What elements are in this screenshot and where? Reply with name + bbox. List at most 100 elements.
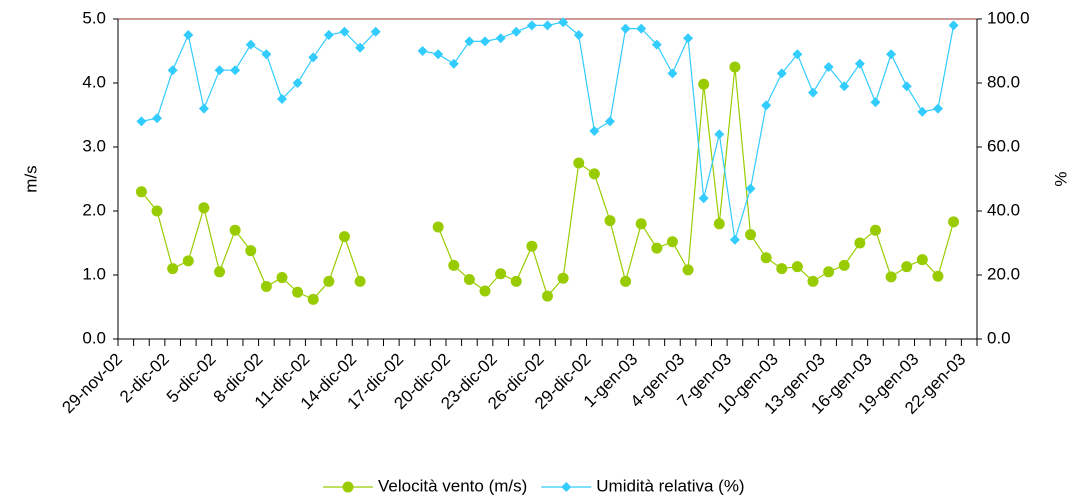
data-point bbox=[214, 65, 225, 76]
series-line bbox=[422, 21, 955, 240]
data-point bbox=[948, 20, 959, 31]
data-point bbox=[292, 78, 303, 88]
data-point bbox=[635, 218, 647, 230]
data-point bbox=[604, 116, 615, 127]
data-point bbox=[636, 23, 647, 34]
data-point bbox=[917, 106, 928, 117]
data-point bbox=[198, 103, 209, 114]
y2-tick-label: 100.0 bbox=[987, 8, 1030, 27]
data-point bbox=[167, 65, 178, 76]
data-point bbox=[260, 281, 272, 293]
y-tick-label: 4.0 bbox=[82, 72, 106, 91]
data-point bbox=[776, 263, 788, 275]
data-point bbox=[808, 87, 819, 98]
x-tick-label: 2-dic-02 bbox=[116, 350, 173, 407]
data-point bbox=[557, 272, 569, 284]
data-point bbox=[245, 245, 257, 257]
data-point bbox=[292, 286, 304, 298]
data-point bbox=[651, 39, 662, 50]
x-tick-label: 5-dic-02 bbox=[163, 350, 220, 407]
data-point bbox=[666, 236, 678, 248]
y-tick-label: 3.0 bbox=[82, 136, 106, 155]
data-point bbox=[339, 26, 350, 37]
data-point bbox=[886, 49, 897, 60]
data-point bbox=[869, 224, 881, 236]
data-point bbox=[745, 229, 757, 241]
data-point bbox=[355, 42, 366, 53]
data-point bbox=[511, 26, 522, 37]
series-line bbox=[141, 31, 377, 122]
data-point bbox=[854, 237, 866, 249]
data-point bbox=[182, 255, 194, 267]
data-point bbox=[807, 275, 819, 287]
data-point bbox=[620, 23, 631, 34]
data-point bbox=[261, 49, 272, 60]
data-point bbox=[698, 193, 709, 204]
data-point bbox=[792, 49, 803, 60]
y2-tick-label: 60.0 bbox=[987, 136, 1020, 155]
data-point bbox=[948, 216, 960, 228]
data-point bbox=[354, 275, 366, 287]
data-point bbox=[510, 275, 522, 287]
data-point bbox=[823, 266, 835, 278]
data-point bbox=[432, 221, 444, 233]
y2-tick-label: 0.0 bbox=[987, 328, 1011, 347]
data-point bbox=[698, 78, 710, 90]
data-point bbox=[760, 252, 772, 264]
data-point bbox=[480, 36, 491, 47]
data-point bbox=[370, 26, 381, 37]
data-point bbox=[448, 259, 460, 271]
y2-tick-label: 20.0 bbox=[987, 264, 1020, 283]
data-point bbox=[838, 259, 850, 271]
data-point bbox=[745, 183, 756, 194]
y-tick-label: 2.0 bbox=[82, 200, 106, 219]
data-point bbox=[526, 20, 537, 31]
data-point bbox=[667, 68, 678, 79]
data-point bbox=[776, 68, 787, 79]
y2-tick-label: 40.0 bbox=[987, 200, 1020, 219]
data-point bbox=[823, 62, 834, 72]
data-point bbox=[901, 261, 913, 273]
data-point bbox=[308, 52, 319, 63]
data-point bbox=[214, 266, 226, 278]
data-point bbox=[729, 234, 740, 245]
data-point bbox=[151, 205, 163, 217]
data-point bbox=[135, 186, 147, 198]
data-point bbox=[885, 271, 897, 283]
data-point bbox=[276, 94, 287, 104]
data-point bbox=[870, 97, 881, 108]
data-point bbox=[230, 65, 241, 76]
y2-axis-label: % bbox=[1051, 171, 1070, 186]
data-point bbox=[589, 126, 600, 136]
data-point bbox=[338, 231, 350, 243]
data-point bbox=[526, 240, 538, 252]
data-point bbox=[307, 293, 319, 305]
data-point bbox=[682, 264, 694, 276]
data-point bbox=[932, 270, 944, 282]
data-point bbox=[152, 113, 163, 124]
data-point bbox=[448, 58, 459, 69]
y-tick-label: 0.0 bbox=[82, 328, 106, 347]
data-point bbox=[713, 218, 725, 230]
y-tick-label: 1.0 bbox=[82, 264, 106, 283]
legend-marker bbox=[342, 481, 354, 493]
data-point bbox=[183, 30, 194, 40]
y2-tick-label: 80.0 bbox=[987, 72, 1020, 91]
data-point bbox=[464, 36, 475, 47]
legend-label: Velocità vento (m/s) bbox=[378, 476, 527, 495]
data-point bbox=[683, 33, 694, 44]
data-point bbox=[714, 129, 725, 140]
y-tick-label: 5.0 bbox=[82, 8, 106, 27]
legend-label: Umidità relativa (%) bbox=[596, 476, 744, 495]
data-point bbox=[729, 61, 741, 73]
y-axis-label: m/s bbox=[21, 165, 40, 192]
data-point bbox=[573, 30, 584, 40]
x-tick-label: 29-nov-02 bbox=[58, 350, 126, 418]
data-point bbox=[495, 33, 506, 44]
data-point bbox=[463, 273, 475, 285]
data-point bbox=[167, 263, 179, 275]
data-point bbox=[276, 272, 288, 284]
data-point bbox=[323, 275, 335, 287]
